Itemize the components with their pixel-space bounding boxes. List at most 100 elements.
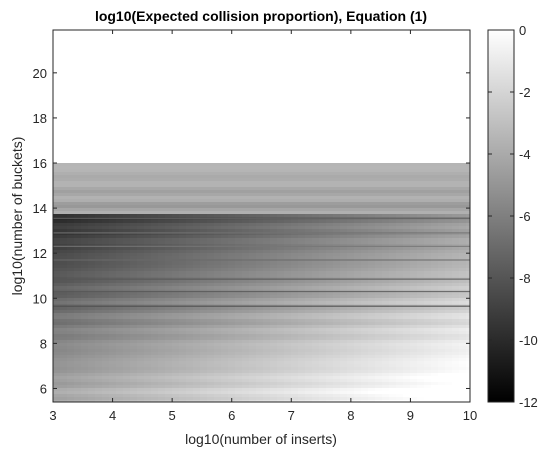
heatmap-cell	[179, 298, 187, 302]
heatmap-cell	[81, 352, 89, 356]
heatmap-cell	[193, 214, 201, 218]
heatmap-cell	[284, 349, 292, 353]
heatmap-cell	[179, 370, 187, 374]
heatmap-cell	[109, 349, 117, 353]
heatmap-cell	[123, 229, 131, 233]
heatmap-cell	[305, 373, 313, 377]
heatmap-cell	[137, 235, 145, 239]
heatmap-cell	[445, 268, 453, 272]
heatmap-cell	[326, 352, 334, 356]
heatmap-cell	[179, 319, 187, 323]
heatmap-cell	[116, 379, 124, 383]
heatmap-cell	[277, 271, 285, 275]
heatmap-cell	[305, 391, 313, 395]
heatmap-cell	[389, 349, 397, 353]
heatmap-cell	[319, 223, 327, 227]
heatmap-cell	[263, 271, 271, 275]
heatmap-cell	[249, 211, 257, 215]
heatmap-cell	[340, 250, 348, 254]
heatmap-cell	[445, 280, 453, 284]
heatmap-cell	[368, 298, 376, 302]
heatmap-cell	[354, 301, 362, 305]
heatmap-cell	[361, 391, 369, 395]
heatmap-cell	[193, 382, 201, 386]
heatmap-cell	[291, 163, 299, 167]
heatmap-cell	[263, 328, 271, 332]
heatmap-cell	[375, 316, 383, 320]
heatmap-cell	[431, 298, 439, 302]
heatmap-cell	[403, 169, 411, 173]
heatmap-cell	[347, 193, 355, 197]
heatmap-cell	[60, 325, 68, 329]
heatmap-cell	[424, 241, 432, 245]
heatmap-cell	[368, 358, 376, 362]
heatmap-cell	[60, 265, 68, 269]
heatmap-cell	[389, 238, 397, 242]
heatmap-cell	[368, 292, 376, 296]
heatmap-cell	[165, 271, 173, 275]
heatmap-cell	[326, 328, 334, 332]
heatmap-cell	[263, 163, 271, 167]
heatmap-cell	[179, 361, 187, 365]
heatmap-cell	[200, 241, 208, 245]
heatmap-cell	[291, 394, 299, 398]
heatmap-cell	[389, 250, 397, 254]
heatmap-cell	[228, 193, 236, 197]
heatmap-cell	[193, 337, 201, 341]
heatmap-cell	[214, 298, 222, 302]
heatmap-cell	[137, 358, 145, 362]
heatmap-cell	[207, 181, 215, 185]
heatmap-cell	[200, 274, 208, 278]
heatmap-cell	[396, 367, 404, 371]
heatmap-cell	[445, 205, 453, 209]
heatmap-cell	[102, 400, 110, 402]
heatmap-cell	[256, 253, 264, 257]
heatmap-cell	[172, 259, 180, 263]
heatmap-cell	[424, 202, 432, 206]
heatmap-cell	[95, 268, 103, 272]
heatmap-cell	[144, 274, 152, 278]
heatmap-cell	[130, 247, 138, 251]
heatmap-cell	[53, 352, 61, 356]
heatmap-cell	[340, 349, 348, 353]
heatmap-cell	[354, 193, 362, 197]
heatmap-cell	[60, 328, 68, 332]
heatmap-cell	[200, 385, 208, 389]
heatmap-cell	[368, 340, 376, 344]
heatmap-cell	[319, 295, 327, 299]
heatmap	[53, 163, 470, 402]
heatmap-cell	[81, 208, 89, 212]
heatmap-cell	[130, 241, 138, 245]
heatmap-cell	[242, 181, 250, 185]
heatmap-cell	[361, 370, 369, 374]
heatmap-cell	[109, 166, 117, 170]
heatmap-cell	[109, 190, 117, 194]
heatmap-cell	[340, 307, 348, 311]
heatmap-cell	[137, 298, 145, 302]
heatmap-cell	[347, 367, 355, 371]
heatmap-cell	[95, 388, 103, 392]
heatmap-cell	[326, 193, 334, 197]
heatmap-cell	[354, 394, 362, 398]
heatmap-cell	[207, 358, 215, 362]
heatmap-cell	[382, 256, 390, 260]
heatmap-cell	[452, 262, 460, 266]
heatmap-cell	[256, 232, 264, 236]
heatmap-cell	[172, 271, 180, 275]
heatmap-cell	[193, 274, 201, 278]
heatmap-cell	[137, 340, 145, 344]
heatmap-cell	[326, 355, 334, 359]
heatmap-cell	[60, 394, 68, 398]
heatmap-cell	[284, 328, 292, 332]
heatmap-cell	[123, 340, 131, 344]
heatmap-cell	[53, 394, 61, 398]
heatmap-cell	[144, 334, 152, 338]
heatmap-cell	[263, 226, 271, 230]
heatmap-cell	[158, 346, 166, 350]
heatmap-cell	[424, 343, 432, 347]
heatmap-cell	[179, 394, 187, 398]
heatmap-cell	[67, 241, 75, 245]
heatmap-cell	[417, 196, 425, 200]
heatmap-cell	[291, 352, 299, 356]
heatmap-cell	[361, 295, 369, 299]
